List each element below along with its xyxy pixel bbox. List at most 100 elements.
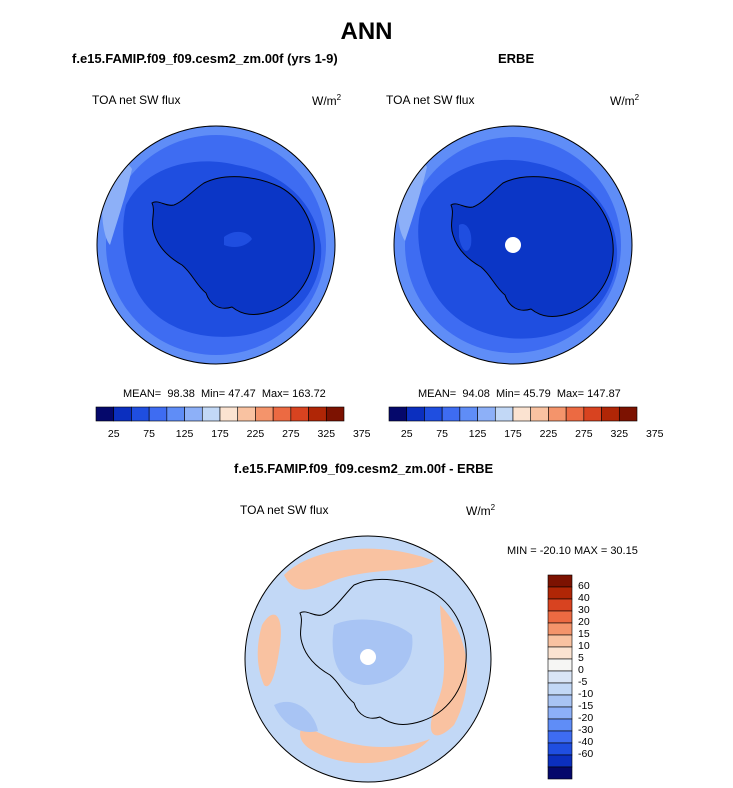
colorbar-swatch: [219, 406, 239, 422]
panel-obs-variable-label: TOA net SW flux: [386, 93, 475, 107]
colorbar-swatch: [547, 670, 573, 684]
colorbar-swatch: [547, 742, 573, 756]
colorbar-tick-label: 5: [578, 652, 584, 664]
colorbar-tick-label: 275: [575, 428, 593, 440]
colorbar-tick-label: 175: [211, 428, 229, 440]
colorbar-swatch: [113, 406, 132, 422]
panel-diff-subtitle: f.e15.FAMIP.f09_f09.cesm2_zm.00f - ERBE: [234, 461, 494, 476]
colorbar-tick-label: -5: [578, 676, 588, 688]
colorbar-swatch: [184, 406, 203, 422]
positive-anomaly-east: [430, 605, 468, 736]
colorbar-tick-label: 125: [468, 428, 487, 440]
colorbar-swatch: [547, 598, 573, 612]
colorbar-swatch: [547, 718, 573, 732]
panel-diff-variable-label: TOA net SW flux: [240, 503, 329, 517]
colorbar-swatch: [131, 406, 150, 422]
colorbar-swatch: [166, 406, 185, 422]
colorbar-swatch: [547, 694, 573, 708]
positive-anomaly-north: [284, 548, 434, 590]
colorbar-tick-label: 325: [610, 428, 629, 440]
panel-obs-colorbar-ticks: 25 75 125 175 225 275 325 375: [389, 428, 664, 442]
colorbar-swatch: [237, 406, 256, 422]
colorbar-tick-label: 275: [282, 428, 300, 440]
pole-hole: [360, 649, 376, 665]
colorbar-swatch: [290, 406, 309, 422]
panel-model-subtitle: f.e15.FAMIP.f09_f09.cesm2_zm.00f (yrs 1-…: [72, 51, 338, 66]
panel-obs-units: W/m2: [610, 93, 640, 108]
colorbar-swatch: [547, 658, 573, 672]
colorbar-swatch: [547, 586, 573, 600]
colorbar-tick-label: 175: [504, 428, 522, 440]
colorbar-swatch: [95, 406, 115, 422]
colorbar-swatch: [441, 406, 461, 422]
panel-diff-minmax: MIN = -20.10 MAX = 30.15: [507, 545, 638, 557]
panel-model-map: [96, 125, 336, 365]
interior-patch: [459, 223, 472, 251]
colorbar-swatch: [601, 406, 620, 422]
positive-anomaly-south: [300, 725, 430, 764]
colorbar-swatch: [547, 646, 573, 660]
colorbar-swatch: [547, 622, 573, 636]
colorbar-tick-label: 30: [578, 604, 590, 616]
colorbar-swatch: [547, 730, 573, 744]
colorbar-swatch: [494, 406, 514, 422]
colorbar-swatch: [308, 406, 327, 422]
colorbar-swatch: [583, 406, 602, 422]
colorbar-swatch: [459, 406, 478, 422]
panel-diff-map: [244, 535, 492, 783]
colorbar-swatch: [512, 406, 532, 422]
colorbar-tick-label: 375: [352, 428, 371, 440]
colorbar-swatch: [547, 766, 573, 780]
panel-obs-subtitle: ERBE: [498, 51, 535, 66]
colorbar-swatch: [547, 706, 573, 720]
colorbar-tick-label: 40: [578, 592, 590, 604]
colorbar-swatch: [272, 406, 292, 422]
colorbar-swatch: [388, 406, 408, 422]
colorbar-tick-label: -15: [578, 700, 594, 712]
colorbar-swatch: [565, 406, 585, 422]
colorbar-swatch: [547, 754, 573, 768]
colorbar-swatch: [547, 574, 573, 588]
map-border: [244, 535, 492, 783]
panel-model-units: W/m2: [312, 93, 342, 108]
colorbar-tick-label: -60: [578, 748, 594, 760]
colorbar-tick-label: 10: [578, 640, 590, 652]
colorbar-tick-label: 75: [143, 428, 155, 440]
colorbar-tick-label: 225: [246, 428, 265, 440]
colorbar-tick-label: 15: [578, 628, 590, 640]
antarctica-coastline: [299, 578, 467, 725]
colorbar-swatch: [547, 610, 573, 624]
colorbar-tick-label: -20: [578, 712, 594, 724]
colorbar-swatch: [325, 406, 345, 422]
panel-obs-stats: MEAN= 94.08 Min= 45.79 Max= 147.87: [418, 388, 621, 400]
colorbar-swatch: [148, 406, 168, 422]
colorbar-tick-label: 75: [436, 428, 448, 440]
positive-anomaly-west: [257, 614, 281, 687]
colorbar-swatch: [530, 406, 549, 422]
map-border: [393, 125, 633, 365]
colorbar-swatch: [547, 634, 573, 648]
colorbar-tick-label: 20: [578, 616, 590, 628]
colorbar-tick-label: -40: [578, 736, 594, 748]
panel-diff-units: W/m2: [466, 503, 496, 518]
colorbar-swatch: [618, 406, 638, 422]
colorbar-tick-label: -10: [578, 688, 594, 700]
colorbar-tick-label: 375: [645, 428, 664, 440]
colorbar-tick-label: 225: [539, 428, 558, 440]
interior-patch: [224, 231, 252, 247]
colorbar-swatch: [424, 406, 443, 422]
panel-obs-colorbar: [388, 406, 638, 422]
colorbar-tick-label: 60: [578, 580, 590, 592]
panel-diff-colorbar-ticks: 60 40 30 20 15 10 5 0 -5 -10 -15 -20 -30 -40 -60: [578, 575, 618, 779]
panel-model-colorbar: [95, 406, 345, 422]
colorbar-tick-label: -30: [578, 724, 594, 736]
panel-diff-colorbar: [547, 574, 573, 780]
negative-anomaly-west: [274, 701, 318, 732]
panel-model-variable-label: TOA net SW flux: [92, 93, 181, 107]
colorbar-swatch: [548, 406, 567, 422]
panel-obs-map: [393, 125, 633, 365]
panel-model-colorbar-ticks: 25 75 125 175 225 275 325 375: [96, 428, 371, 442]
colorbar-tick-label: 125: [175, 428, 194, 440]
panel-model-stats: MEAN= 98.38 Min= 47.47 Max= 163.72: [123, 388, 326, 400]
pole-hole: [505, 237, 521, 253]
